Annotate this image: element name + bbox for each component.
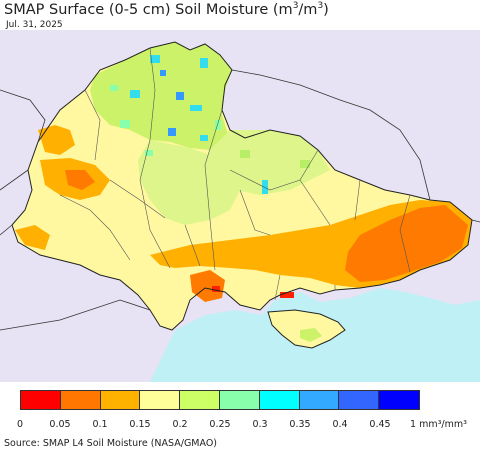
legend: 0 0.05 0.1 0.15 0.2 0.25 0.3 0.35 0.4 0.45 1 mm³/… (0, 390, 480, 430)
source-credit: Source: SMAP L4 Soil Moisture (NASA/GMAO… (4, 438, 218, 449)
title-end: ) (323, 1, 329, 18)
legend-swatch (100, 391, 141, 409)
legend-tick-label: 0.05 (49, 419, 71, 430)
legend-swatch (379, 391, 419, 409)
country-border (11, 41, 473, 331)
legend-swatch (21, 391, 61, 409)
map-canvas (0, 30, 480, 382)
legend-tick-label: 0.2 (172, 419, 188, 430)
legend-tick-label: 0.15 (129, 419, 151, 430)
legend-tick-label: 0.35 (289, 419, 311, 430)
north-pale-zone (205, 130, 330, 195)
southwest-dry-patch (15, 225, 50, 250)
legend-tick-label: 0 (16, 419, 24, 430)
legend-colorbar (20, 390, 420, 410)
legend-swatch (339, 391, 380, 409)
legend-tick-label: 0.25 (209, 419, 231, 430)
title-sup-2: 3 (317, 1, 324, 11)
title-sup-1: 3 (292, 1, 299, 11)
legend-tick-label: 0.45 (369, 419, 391, 430)
neighbor-borders (0, 69, 480, 331)
east-dark-orange (345, 205, 468, 282)
legend-swatch (299, 391, 340, 409)
red-patch (280, 292, 294, 298)
west-dry-patch (38, 125, 75, 155)
legend-swatch (60, 391, 101, 409)
legend-swatch (220, 391, 260, 409)
central-pale-zone (138, 140, 240, 225)
crimea-border (267, 309, 346, 349)
crimea-green (300, 328, 322, 342)
legend-tick-label: 0.4 (332, 419, 348, 430)
oblast-borders (59, 47, 411, 301)
red-patch-2 (212, 286, 220, 292)
map-title: SMAP Surface (0-5 cm) Soil Moisture (m3/… (4, 1, 329, 18)
soil-moisture-map (0, 30, 480, 382)
title-mid: /m (298, 1, 318, 18)
west-dry-patch-3 (65, 170, 95, 190)
legend-swatch (180, 391, 220, 409)
south-dark-orange (190, 270, 225, 302)
legend-swatch (140, 391, 181, 409)
legend-tick-label: 0.3 (252, 419, 268, 430)
moist-patches (110, 55, 310, 194)
map-date: Jul. 31, 2025 (6, 20, 63, 30)
legend-unit: 1 mm³/mm³ (410, 419, 467, 430)
legend-swatch (259, 391, 300, 409)
title-text: SMAP Surface (0-5 cm) Soil Moisture (m (4, 1, 293, 18)
legend-tick-label: 0.1 (92, 419, 108, 430)
